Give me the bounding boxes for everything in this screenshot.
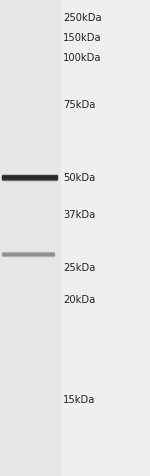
Bar bbox=[2, 177, 57, 178]
Text: 25kDa: 25kDa bbox=[63, 262, 95, 272]
Text: 150kDa: 150kDa bbox=[63, 33, 102, 43]
Text: 15kDa: 15kDa bbox=[63, 394, 95, 404]
Bar bbox=[2, 256, 54, 257]
Text: 250kDa: 250kDa bbox=[63, 13, 102, 23]
Bar bbox=[2, 175, 57, 176]
Text: 75kDa: 75kDa bbox=[63, 100, 95, 110]
Text: 20kDa: 20kDa bbox=[63, 294, 95, 304]
Text: 37kDa: 37kDa bbox=[63, 209, 95, 219]
Bar bbox=[2, 252, 54, 253]
Bar bbox=[2, 255, 54, 256]
Bar bbox=[2, 178, 57, 179]
Text: 50kDa: 50kDa bbox=[63, 173, 95, 183]
Text: 100kDa: 100kDa bbox=[63, 53, 102, 63]
Bar bbox=[0, 0, 60, 476]
Bar bbox=[2, 176, 57, 177]
Bar bbox=[2, 253, 54, 254]
Bar bbox=[2, 254, 54, 255]
Bar bbox=[2, 179, 57, 180]
